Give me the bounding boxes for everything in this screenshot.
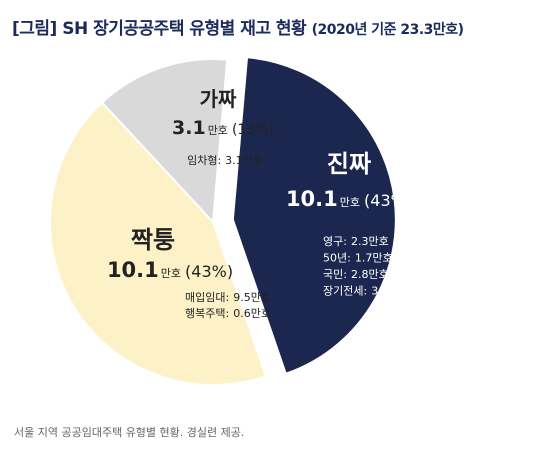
chart-title-main: [그림] SH 장기공공주택 유형별 재고 현황 [12,19,307,39]
slice-detail-label: 행복주택: 0.6만호 [185,307,271,320]
slice-value-label: 10.1 만호 (43%) [107,258,233,282]
slice-value-label: 10.1 만호 (43%) [286,187,412,211]
chart-title-sub: (2020년 기준 23.3만호) [311,22,464,38]
slice-name-label: 진짜 [327,150,371,178]
slice-detail-label: 국민: 2.8만호 [323,268,389,281]
slice-value-label: 3.1 만호 (13%) [172,117,274,139]
slice-detail-label: 영구: 2.3만호 [323,235,389,248]
pie-slice-3 [100,58,229,225]
figure-caption: 서울 지역 공공임대주택 유형별 현황. 경실련 제공. [14,426,245,439]
slice-detail-label: 매입임대: 9.5만호 [185,291,271,304]
slice-name-label: 짝퉁 [131,226,175,254]
pie-slice-1 [231,56,397,376]
pie-slice-2 [49,101,268,386]
chart-title: [그림] SH 장기공공주택 유형별 재고 현황 (2020년 기준 23.3만… [12,14,464,39]
slice-name-label: 가짜 [200,87,237,111]
slice-detail-label: 임차형: 3.1만호 [187,154,263,167]
slice-detail-label: 장기전세: 3.3만호 [323,285,409,298]
slice-detail-label: 50년: 1.7만호 [323,252,393,265]
